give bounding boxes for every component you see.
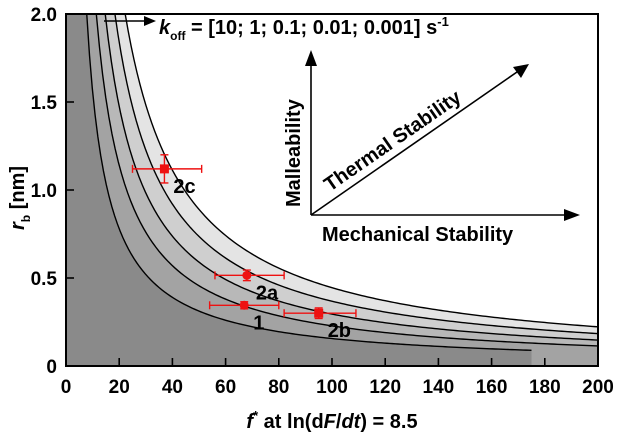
x-tick-label: 200 — [582, 377, 614, 398]
data-point-2c: 2c — [131, 154, 203, 198]
x-tick-label: 60 — [215, 377, 236, 398]
xlabel-rest: at ln(d — [258, 411, 324, 433]
ylabel-r: r — [7, 221, 29, 230]
data-point-1: 1 — [208, 300, 280, 334]
ylabel-sub: b — [19, 215, 33, 222]
shaded-regions — [66, 14, 598, 366]
y-tick-label: 0 — [46, 357, 57, 378]
curve-line — [95, 14, 598, 347]
xlabel-f: f — [246, 411, 255, 433]
curve-line — [104, 14, 598, 341]
x-tick-label: 40 — [162, 377, 183, 398]
data-points: 1 2a 2b 2c — [131, 154, 357, 342]
point-marker — [242, 270, 252, 280]
koff-sup: -1 — [437, 14, 449, 29]
point-label-2a: 2a — [256, 282, 279, 304]
x-axis-ticks: 0 20 40 60 80 100 120 140 160 180 200 — [61, 358, 614, 398]
x-tick-label: 80 — [268, 377, 289, 398]
point-marker — [159, 164, 169, 174]
curve-line — [124, 14, 598, 328]
x-tick-label: 100 — [316, 377, 348, 398]
xlabel-F: F — [324, 411, 337, 433]
xlabel-dt: dt — [341, 411, 361, 433]
x-tick-label: 160 — [476, 377, 508, 398]
shaded-region — [66, 14, 598, 366]
koff-text: = [10; 1; 0.1; 0.01; 0.001] s — [185, 17, 437, 39]
koff-sub: off — [170, 29, 186, 43]
x-axis-title: f* at ln(dF/dt) = 8.5 — [246, 408, 417, 433]
data-point-2a: 2a — [214, 269, 285, 304]
ylabel-unit: [nm] — [7, 166, 29, 215]
inset-malleability-label: Malleability — [283, 98, 305, 207]
koff-arrow — [104, 16, 156, 26]
x-tick-label: 180 — [529, 377, 561, 398]
curve-line — [86, 14, 532, 352]
xlabel-slash: / — [336, 411, 342, 433]
y-tick-label: 2.0 — [31, 5, 57, 26]
stability-curves — [86, 14, 598, 352]
point-label-2c: 2c — [173, 176, 195, 198]
data-point-2b: 2b — [283, 307, 357, 342]
point-label-2b: 2b — [328, 320, 351, 342]
x-tick-label: 0 — [61, 377, 72, 398]
koff-k: k — [159, 17, 171, 39]
point-marker — [314, 308, 324, 318]
koff-annotation: koff = [10; 1; 0.1; 0.01; 0.001] s-1 — [159, 14, 449, 43]
curve-line — [114, 14, 598, 335]
y-tick-label: 0.5 — [31, 269, 58, 290]
point-label-1: 1 — [253, 312, 264, 334]
y-tick-label: 1.0 — [31, 181, 57, 202]
x-tick-label: 140 — [423, 377, 455, 398]
shaded-region — [66, 14, 532, 366]
point-marker — [239, 300, 249, 310]
xlabel-end: ) = 8.5 — [360, 411, 417, 433]
xlabel-sup: * — [253, 408, 259, 423]
x-tick-label: 20 — [109, 377, 130, 398]
y-axis-title: rb [nm] — [7, 166, 33, 230]
y-axis-ticks: 0 0.5 1.0 1.5 2.0 — [31, 5, 74, 378]
x-tick-label: 120 — [369, 377, 401, 398]
inset-mechanical-label: Mechanical Stability — [322, 224, 514, 246]
y-tick-label: 1.5 — [31, 93, 58, 114]
